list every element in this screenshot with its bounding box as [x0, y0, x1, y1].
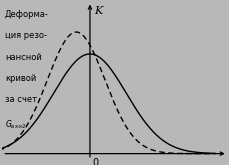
Text: 0: 0 — [92, 159, 98, 165]
Text: $G_{\rm вх\infty2}$: $G_{\rm вх\infty2}$ — [5, 119, 26, 132]
Text: ция резо-: ция резо- — [5, 32, 46, 40]
Text: K: K — [94, 6, 102, 16]
Text: за счет: за счет — [5, 95, 37, 104]
Text: нансной: нансной — [5, 53, 41, 62]
Text: кривой: кривой — [5, 74, 36, 83]
Text: Деформа-: Деформа- — [5, 10, 49, 19]
